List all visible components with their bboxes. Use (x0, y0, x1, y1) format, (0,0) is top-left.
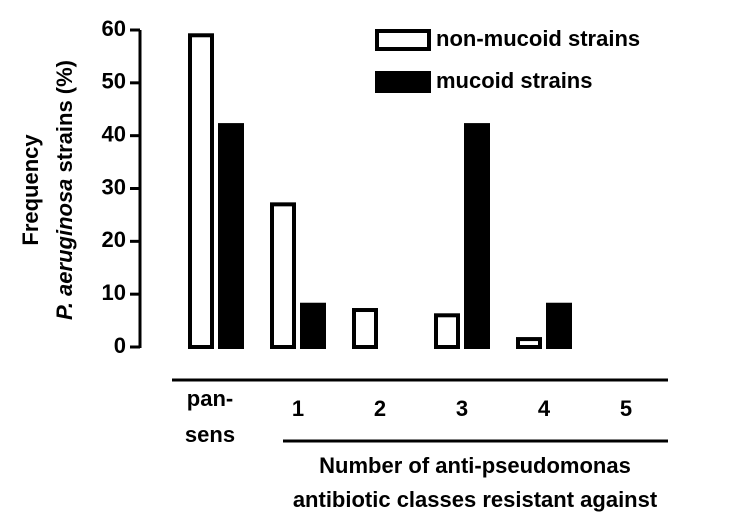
legend-label: non-mucoid strains (436, 26, 640, 51)
x-tick-label: 1 (292, 396, 304, 421)
x-tick-label: 2 (374, 396, 386, 421)
x-tick-label-line: pan- (187, 386, 233, 411)
bar (300, 302, 326, 350)
y-tick-label: 60 (102, 16, 126, 41)
bar (270, 202, 296, 349)
bar (218, 123, 244, 349)
y-axis-label: Frequency (18, 134, 43, 246)
y-tick-label: 20 (102, 227, 126, 252)
y-tick-label: 0 (114, 333, 126, 358)
bar (464, 123, 490, 349)
x-tick-label: 5 (620, 396, 632, 421)
y-tick-label: 30 (102, 174, 126, 199)
x-tick-label: 4 (538, 396, 551, 421)
x-tick-label-line: sens (185, 422, 235, 447)
x-tick-label: pan-sens (185, 386, 235, 447)
x-axis-label: antibiotic classes resistant against (293, 487, 658, 512)
bar (352, 308, 378, 349)
y-axis-label-italic: P. aeruginosa (52, 179, 77, 320)
legend-label: mucoid strains (436, 68, 592, 93)
y-tick-label: 50 (102, 69, 126, 94)
y-axis-label-rest: strains (%) (52, 60, 77, 172)
y-tick-label: 10 (102, 280, 126, 305)
bar (188, 33, 214, 350)
bar (434, 313, 460, 349)
y-axis-label: P. aeruginosa strains (%) (52, 60, 77, 320)
bar (546, 302, 572, 350)
y-tick-label: 40 (102, 121, 126, 146)
legend-swatch (375, 29, 431, 51)
x-axis-label: Number of anti-pseudomonas (319, 453, 631, 478)
bar (516, 337, 542, 350)
x-tick-label: 3 (456, 396, 468, 421)
legend-swatch (375, 71, 431, 93)
